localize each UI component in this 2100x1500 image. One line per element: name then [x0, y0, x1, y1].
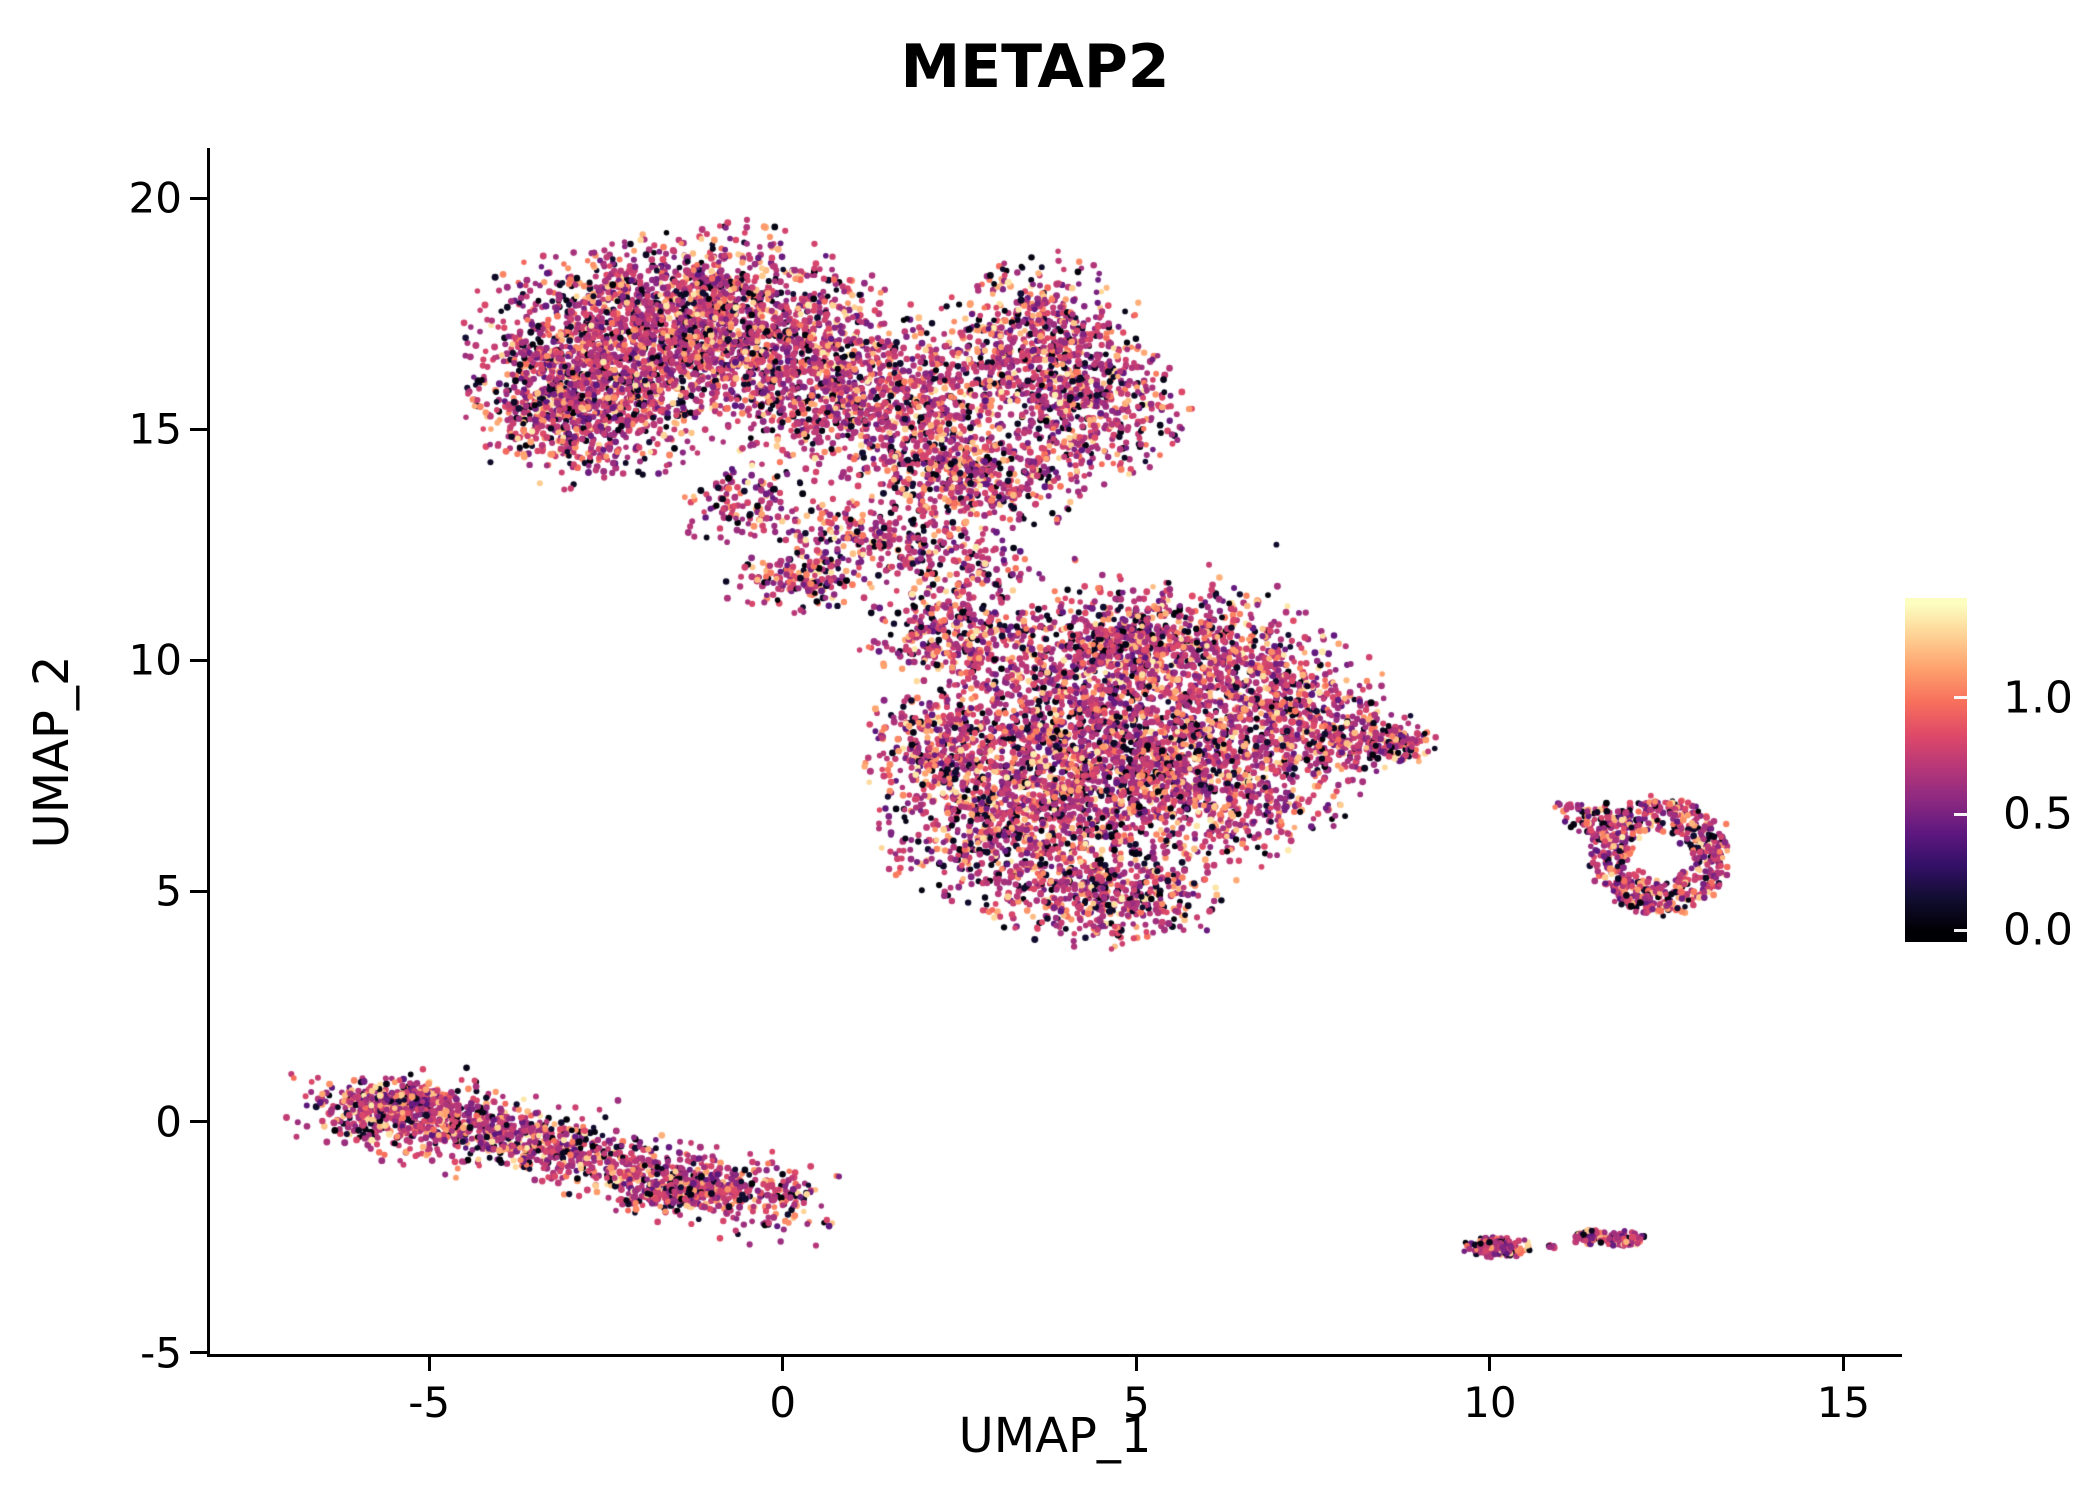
colorbar-tick-mark: [1954, 696, 1967, 700]
x-tick-mark: [1134, 1354, 1138, 1371]
y-tick-label: 20: [128, 173, 182, 223]
y-tick-label: 0: [155, 1097, 182, 1147]
colorbar-tick-label: 0.0: [2003, 904, 2073, 956]
y-tick-mark: [190, 427, 207, 431]
colorbar-gradient: [1905, 598, 1967, 942]
x-tick-label: 10: [1463, 1378, 1517, 1427]
x-tick-mark: [781, 1354, 785, 1371]
y-tick-label: 15: [128, 404, 182, 454]
x-tick-label: 0: [769, 1378, 797, 1427]
colorbar-tick-label: 0.5: [2003, 788, 2073, 840]
x-tick-mark: [1488, 1354, 1492, 1371]
colorbar-tick-mark: [1954, 928, 1967, 932]
x-tick-label: 5: [1122, 1378, 1150, 1427]
colorbar-tick-label: 1.0: [2003, 672, 2073, 724]
plot-title: METAP2: [900, 32, 1170, 102]
x-axis-line: [207, 1354, 1902, 1357]
y-axis-label: UMAP_2: [24, 655, 80, 849]
x-axis-label: UMAP_1: [958, 1408, 1152, 1464]
y-tick-mark: [190, 658, 207, 662]
y-tick-label: 10: [128, 635, 182, 685]
colorbar-tick-mark: [1954, 812, 1967, 816]
y-tick-mark: [190, 889, 207, 893]
y-tick-mark: [190, 1120, 207, 1124]
x-tick-label: 15: [1816, 1378, 1871, 1427]
x-tick-label: -5: [408, 1378, 451, 1427]
y-axis-line: [207, 148, 210, 1357]
y-tick-label: -5: [140, 1328, 182, 1378]
y-tick-label: 5: [155, 866, 182, 916]
x-tick-mark: [427, 1354, 431, 1371]
y-tick-mark: [190, 196, 207, 200]
x-tick-mark: [1841, 1354, 1845, 1371]
y-tick-mark: [190, 1351, 207, 1355]
